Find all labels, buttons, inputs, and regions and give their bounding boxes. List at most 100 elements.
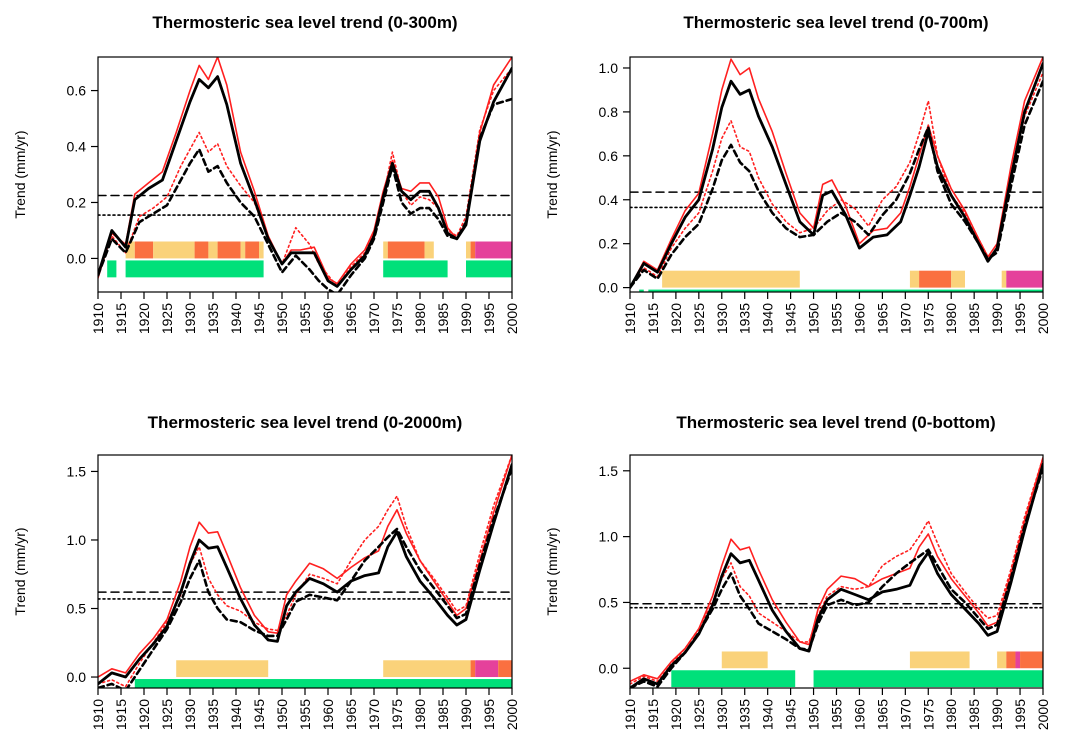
series-line-black-solid	[630, 62, 1043, 290]
chart-panel-1: Thermosteric sea level trend (0-300m) Tre…	[12, 13, 520, 334]
significance-bar-light-orange	[662, 270, 800, 288]
series-line-black-dashed	[98, 97, 512, 292]
series-line-black-solid	[98, 66, 512, 288]
x-tick-label: 1950	[274, 303, 290, 334]
significance-bar-light-orange	[721, 651, 768, 669]
x-tick-label: 1920	[136, 303, 152, 334]
series-line-black-dashed	[630, 79, 1043, 289]
x-tick-label: 1975	[920, 303, 936, 334]
series-line-red-dotted	[98, 455, 512, 688]
x-tick-label: 1995	[481, 699, 497, 730]
y-tick-label: 0.0	[599, 660, 619, 676]
x-tick-label: 1935	[205, 303, 221, 334]
x-tick-label: 1915	[113, 699, 129, 730]
y-tick-label: 1.5	[67, 463, 87, 479]
significance-bar-orange	[470, 660, 476, 678]
y-tick-label: 0.4	[67, 139, 87, 155]
y-tick-label: 0.6	[599, 148, 619, 164]
x-tick-label: 1990	[458, 699, 474, 730]
y-axis-label: Trend (mm/yr)	[544, 130, 560, 218]
y-axis-label: Trend (mm/yr)	[12, 527, 28, 615]
x-tick-label: 1985	[435, 699, 451, 730]
series-line-red-dotted	[630, 456, 1043, 685]
y-tick-label: 0.0	[67, 669, 87, 685]
chart-panel-2: Thermosteric sea level trend (0-700m) Tre…	[544, 13, 1051, 334]
significance-bar-orange	[194, 241, 209, 259]
x-tick-label: 1945	[251, 303, 267, 334]
y-tick-label: 1.0	[67, 532, 87, 548]
x-tick-label: 2000	[504, 303, 520, 334]
x-tick-label: 1960	[851, 699, 867, 730]
significance-bar-light-orange	[383, 660, 471, 678]
y-tick-label: 1.5	[599, 463, 619, 479]
y-axis-label: Trend (mm/yr)	[12, 130, 28, 218]
significance-bar-orange	[470, 241, 476, 259]
significance-bar-light-orange	[909, 270, 920, 288]
y-tick-label: 0.0	[599, 280, 619, 296]
significance-bar-orange	[387, 241, 425, 259]
plot-frame	[629, 56, 1044, 293]
y-tick-label: 0.6	[67, 83, 87, 99]
x-tick-label: 1920	[668, 303, 684, 334]
x-tick-label: 1990	[989, 699, 1005, 730]
x-tick-label: 1940	[760, 699, 776, 730]
y-tick-label: 1.0	[599, 60, 619, 76]
chart-panel-3: Thermosteric sea level trend (0-2000m) Tr…	[12, 413, 520, 730]
series-line-black-dashed	[98, 467, 512, 688]
significance-bar-green	[383, 260, 448, 278]
series-line-red-solid	[98, 57, 512, 285]
x-tick-label: 1965	[874, 699, 890, 730]
y-tick-label: 1.0	[599, 529, 619, 545]
x-tick-label: 1970	[366, 303, 382, 334]
significance-bar-orange	[217, 241, 241, 259]
series-line-black-solid	[630, 462, 1043, 688]
x-tick-label: 1930	[714, 303, 730, 334]
significance-bar-light-orange	[951, 270, 965, 288]
plot-area	[630, 456, 1043, 688]
y-tick-label: 0.5	[599, 594, 619, 610]
x-tick-label: 1935	[737, 303, 753, 334]
x-tick-label: 1925	[691, 303, 707, 334]
significance-bar-green	[648, 289, 1043, 292]
significance-bar-green	[134, 679, 512, 688]
x-tick-label: 1925	[159, 303, 175, 334]
x-tick-label: 1970	[366, 699, 382, 730]
x-tick-label: 1950	[274, 699, 290, 730]
x-tick-label: 1945	[783, 303, 799, 334]
x-tick-label: 1955	[829, 303, 845, 334]
x-tick-label: 1960	[320, 303, 336, 334]
plot-frame	[629, 454, 1044, 689]
y-tick-label: 0.4	[599, 192, 619, 208]
panel-title: Thermosteric sea level trend (0-700m)	[683, 13, 988, 32]
series-line-red-solid	[630, 456, 1043, 683]
significance-bar-light-orange	[176, 660, 269, 678]
x-tick-label: 2000	[504, 699, 520, 730]
plot-area	[98, 57, 512, 292]
significance-bar-light-orange	[240, 241, 246, 259]
x-tick-label: 1950	[806, 303, 822, 334]
x-tick-label: 1950	[806, 699, 822, 730]
series-line-red-dotted	[630, 71, 1043, 289]
x-tick-label: 1980	[943, 303, 959, 334]
x-tick-label: 1980	[412, 699, 428, 730]
x-tick-label: 1925	[691, 699, 707, 730]
x-tick-label: 1975	[389, 303, 405, 334]
x-tick-label: 1965	[343, 303, 359, 334]
significance-bar-light-orange	[909, 651, 970, 669]
plot-frame	[97, 454, 513, 689]
series-line-black-dashed	[630, 466, 1043, 688]
significance-bar-light-orange	[125, 241, 135, 259]
x-tick-label: 1980	[943, 699, 959, 730]
y-axis-label: Trend (mm/yr)	[544, 527, 560, 615]
y-tick-label: 0.2	[599, 236, 619, 252]
series-line-red-solid	[630, 57, 1043, 289]
x-tick-label: 1920	[668, 699, 684, 730]
significance-bar-light-orange	[383, 241, 388, 259]
x-tick-label: 1960	[320, 699, 336, 730]
significance-bar-light-orange	[1001, 270, 1007, 288]
x-tick-label: 1940	[228, 699, 244, 730]
significance-bar-magenta	[475, 660, 499, 678]
significance-bar-green	[639, 289, 644, 292]
x-tick-label: 1955	[297, 699, 313, 730]
x-tick-label: 1980	[412, 303, 428, 334]
